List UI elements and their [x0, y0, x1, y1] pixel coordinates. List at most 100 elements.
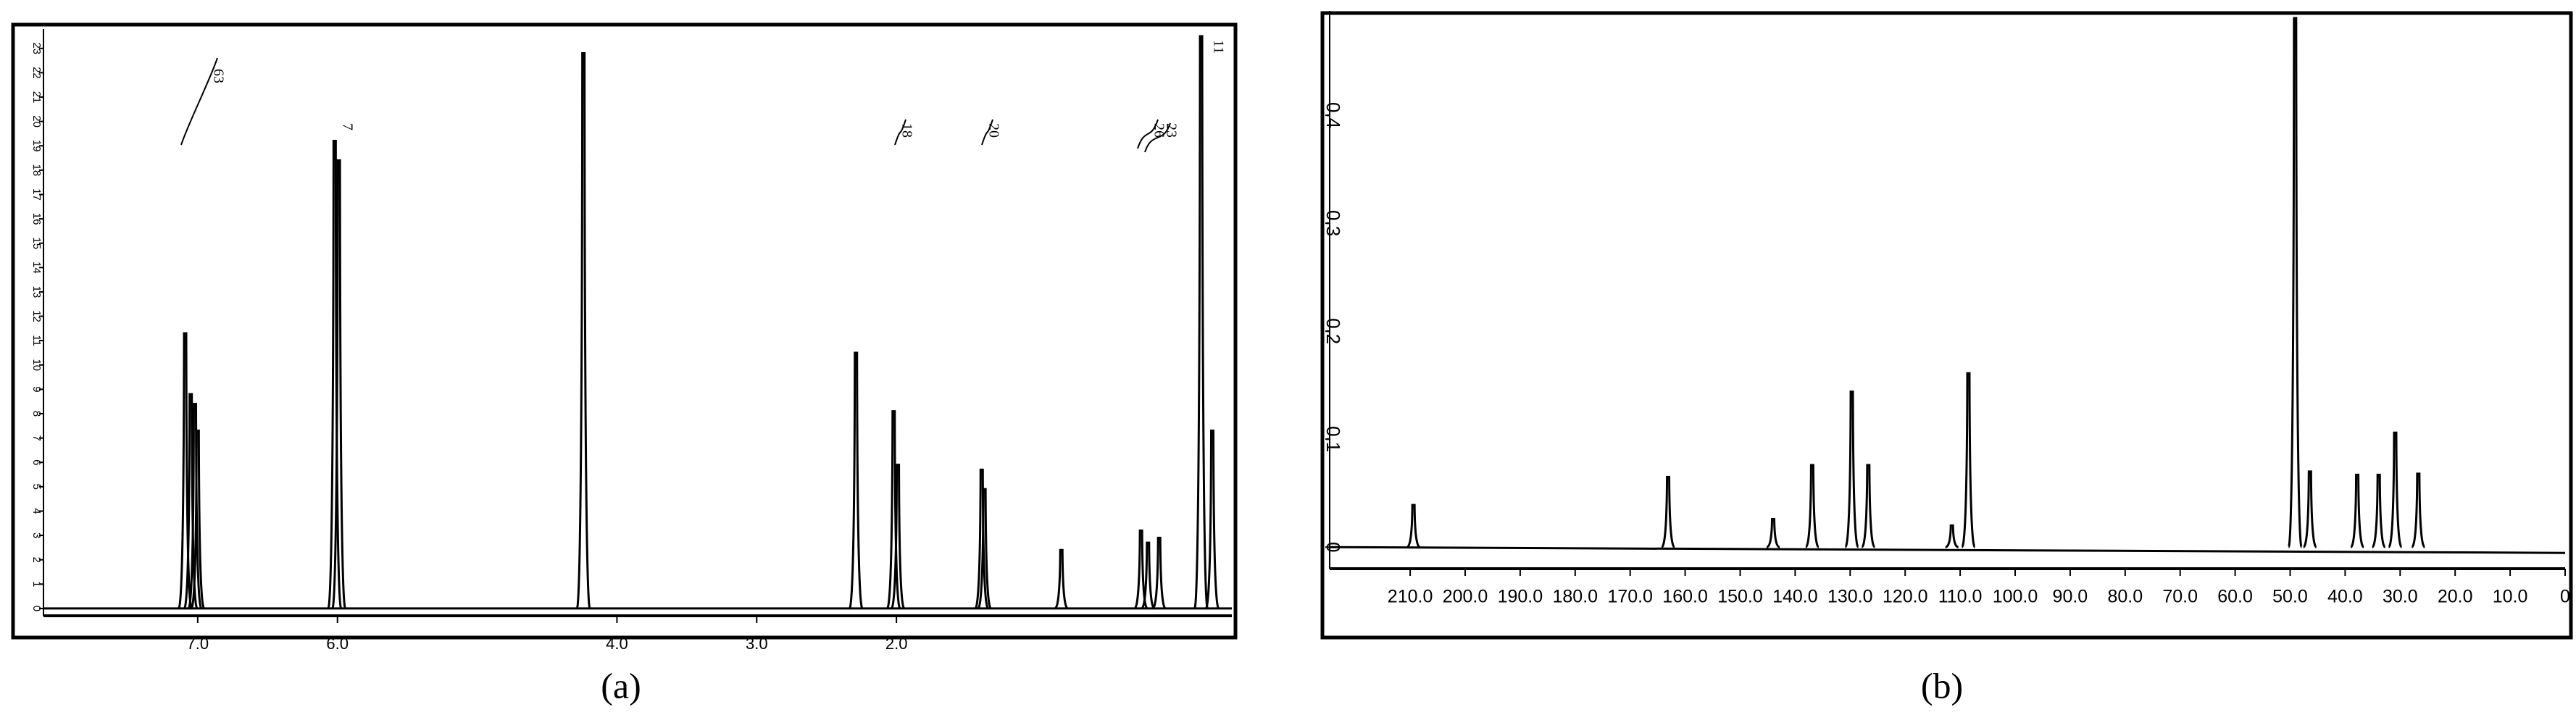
x-tick-label: 30.0 — [2383, 587, 2418, 607]
y-tick-label: 19 — [30, 140, 43, 152]
peak — [1193, 35, 1209, 610]
integral-curve — [894, 119, 906, 146]
y-tick-label: 12 — [30, 310, 43, 322]
peak — [2387, 431, 2403, 548]
peak — [190, 430, 206, 610]
y-tick-label: 0.3 — [1322, 210, 1344, 236]
peak — [1804, 464, 1820, 548]
peak — [977, 488, 993, 610]
peak — [2411, 472, 2426, 548]
integral-curve — [180, 57, 218, 146]
peak — [1141, 541, 1156, 610]
y-tick-label: 1 — [30, 581, 43, 587]
y-tick-label: 14 — [30, 262, 43, 274]
y-tick-label: 9 — [30, 386, 43, 392]
y-tick-label: 0.2 — [1322, 318, 1344, 344]
x-tick-label: 90.0 — [2053, 587, 2088, 607]
peak — [187, 403, 203, 610]
peak — [178, 332, 193, 610]
panel-frame — [1320, 11, 2573, 640]
integral-curve — [1137, 119, 1159, 149]
y-tick-label: 21 — [30, 91, 43, 104]
peak — [1204, 430, 1220, 610]
peak — [331, 159, 347, 610]
peak — [1766, 517, 1780, 548]
y-tick-label: 2 — [30, 557, 43, 563]
x-tick-label: 120.0 — [1883, 587, 1928, 607]
panel-frame — [11, 22, 1238, 640]
y-tick-label: 20 — [30, 115, 43, 128]
integral-label: 7 — [339, 123, 355, 130]
y-tick-label: 22 — [30, 67, 43, 79]
y-tick-label: 0 — [1322, 542, 1344, 552]
y-tick-label: 11 — [30, 335, 43, 346]
y-tick-label: 15 — [30, 237, 43, 249]
y-tick-label: 10 — [30, 359, 43, 371]
peak — [327, 140, 343, 610]
y-tick-label: 8 — [30, 411, 43, 417]
peak — [1844, 390, 1860, 548]
y-tick-label: 6 — [30, 459, 43, 465]
integral-label: 63 — [210, 69, 226, 83]
peak — [885, 410, 901, 610]
x-tick-label: 6.0 — [326, 635, 349, 653]
y-tick-label: 18 — [30, 164, 43, 177]
peak — [2350, 473, 2364, 548]
y-tick-label: 16 — [30, 213, 43, 225]
peak — [1661, 475, 1675, 548]
baseline — [1329, 546, 2566, 554]
integral-label: 11 — [1210, 40, 1226, 54]
panel-caption: (a) — [601, 665, 641, 706]
x-tick-label: 110.0 — [1938, 587, 1983, 607]
y-tick-label: 17 — [30, 188, 43, 201]
peak — [1860, 464, 1876, 548]
peak — [848, 351, 864, 610]
y-tick-label: 5 — [30, 484, 43, 490]
x-tick-label: 170.0 — [1607, 587, 1653, 607]
x-tick-label: 210.0 — [1388, 587, 1433, 607]
peak — [1945, 524, 1959, 548]
x-tick-label: 130.0 — [1827, 587, 1873, 607]
y-tick-label: 3 — [30, 532, 43, 538]
peak — [2287, 17, 2303, 548]
peak — [974, 468, 990, 610]
x-tick-label: 4.0 — [606, 635, 628, 653]
x-tick-label: 100.0 — [1993, 587, 2038, 607]
peak — [1054, 548, 1069, 610]
x-tick-label: 20.0 — [2438, 587, 2473, 607]
integral-curve — [981, 119, 993, 146]
y-tick-label: 23 — [30, 42, 43, 54]
peak — [2302, 470, 2317, 548]
x-tick-label: 0 — [2560, 587, 2570, 607]
peak — [890, 464, 906, 610]
x-tick-label: 3.0 — [746, 635, 768, 653]
integral-label: 23 — [1163, 123, 1179, 138]
x-tick-label: 180.0 — [1553, 587, 1598, 607]
x-tick-label: 40.0 — [2327, 587, 2363, 607]
x-tick-label: 80.0 — [2107, 587, 2143, 607]
x-tick-label: 160.0 — [1662, 587, 1708, 607]
integral-curve — [1144, 122, 1171, 153]
panel-caption: (b) — [1921, 665, 1963, 706]
peak — [2371, 473, 2386, 548]
x-tick-label: 200.0 — [1443, 587, 1488, 607]
x-tick-label: 60.0 — [2217, 587, 2253, 607]
y-tick-label: 7 — [30, 435, 43, 440]
y-tick-label: 0.1 — [1322, 426, 1344, 452]
peak — [575, 52, 591, 610]
peak — [1406, 503, 1421, 548]
y-tick-label: 0.4 — [1322, 102, 1344, 128]
y-tick-label: 13 — [30, 286, 43, 298]
peak — [1960, 372, 1976, 548]
y-tick-label: 4 — [30, 508, 43, 514]
peak — [1151, 536, 1167, 610]
x-tick-label: 140.0 — [1772, 587, 1818, 607]
x-tick-label: 50.0 — [2272, 587, 2308, 607]
x-tick-label: 10.0 — [2493, 587, 2528, 607]
x-tick-label: 150.0 — [1717, 587, 1763, 607]
x-tick-label: 70.0 — [2162, 587, 2198, 607]
x-tick-label: 7.0 — [187, 635, 209, 653]
y-tick-label: 0 — [30, 606, 43, 611]
x-tick-label: 2.0 — [885, 635, 908, 653]
